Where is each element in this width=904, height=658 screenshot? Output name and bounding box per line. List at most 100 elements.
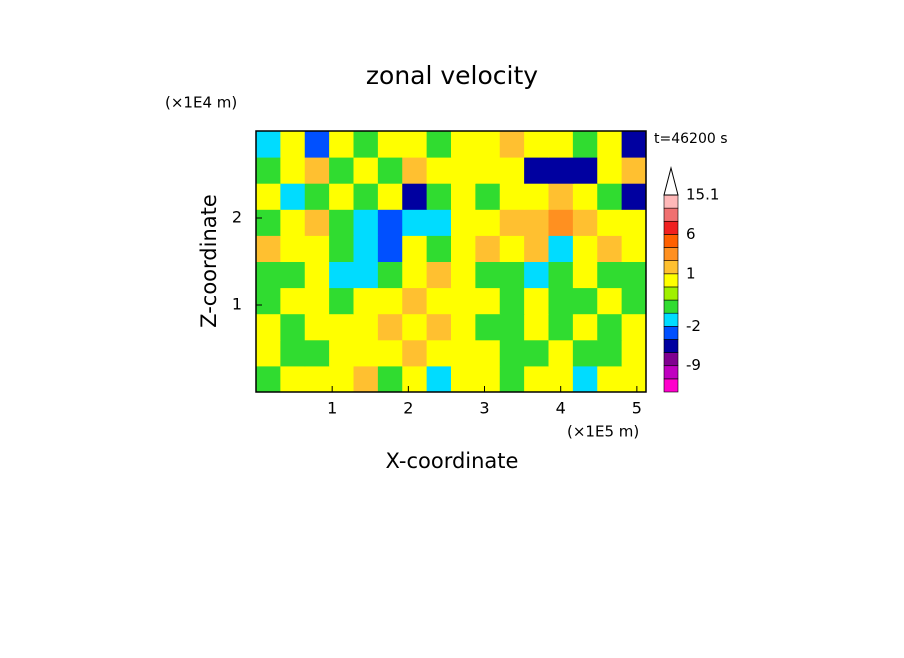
field-cell: [451, 339, 476, 367]
field-cell: [524, 287, 549, 315]
field-cell: [597, 365, 623, 393]
field-cell: [451, 287, 476, 315]
field-cell: [426, 209, 452, 236]
field-cell: [426, 157, 452, 184]
field-cell: [597, 235, 623, 262]
field-cell: [377, 131, 403, 158]
field-cell: [548, 313, 574, 341]
colorbar-segment: [663, 260, 679, 275]
field-cell: [499, 157, 525, 184]
field-cell: [353, 209, 379, 236]
colorbar-segment: [663, 312, 679, 327]
colorbar-segment: [663, 299, 679, 314]
field-cell: [426, 339, 452, 367]
field-cell: [329, 313, 354, 341]
field-cell: [499, 131, 525, 158]
field-cell: [304, 209, 330, 236]
field-cell: [304, 313, 330, 341]
field-cell: [426, 261, 452, 289]
x-axis-label: X-coordinate: [386, 449, 519, 473]
field-cell: [377, 261, 403, 289]
colorbar-segment: [663, 365, 679, 380]
field-cell: [426, 131, 452, 158]
field-cell: [402, 261, 428, 289]
field-cell: [280, 235, 306, 262]
field-cell: [524, 261, 549, 289]
colorbar-label: 6: [686, 225, 696, 243]
colorbar-arrow: [663, 166, 679, 196]
field-cell: [402, 157, 428, 184]
field-cell: [256, 131, 281, 158]
field-cell: [621, 287, 647, 315]
field-cell: [329, 287, 354, 315]
field-cell: [426, 365, 452, 393]
field-cell: [524, 313, 549, 341]
field-cell: [402, 287, 428, 315]
field-cell: [572, 131, 598, 158]
field-cell: [377, 209, 403, 236]
field-cell: [304, 157, 330, 184]
field-cell: [572, 261, 598, 289]
field-cell: [353, 157, 379, 184]
field-cell: [621, 365, 647, 393]
colorbar-segment: [663, 207, 679, 222]
field-cell: [621, 339, 647, 367]
field-cell: [256, 365, 281, 393]
field-cell: [499, 339, 525, 367]
colorbar-segment: [663, 234, 679, 248]
field-cell: [572, 235, 598, 262]
field-cell: [475, 235, 501, 262]
field-cell: [572, 209, 598, 236]
field-cell: [475, 313, 501, 341]
y-unit: (×1E4 m): [165, 94, 237, 112]
field-cell: [329, 131, 354, 158]
field-cell: [426, 235, 452, 262]
field-cell: [329, 235, 354, 262]
plot-frame: [255, 130, 647, 393]
field-cell: [426, 183, 452, 210]
y-tick-label: 1: [232, 295, 242, 314]
field-cell: [256, 313, 281, 341]
field-cell: [524, 339, 549, 367]
field-cell: [280, 261, 306, 289]
field-cell: [402, 183, 428, 210]
field-cell: [256, 287, 281, 315]
field-cell: [475, 365, 501, 393]
field-cell: [621, 209, 647, 236]
field-cell: [329, 339, 354, 367]
field-cell: [329, 261, 354, 289]
field-cell: [451, 209, 476, 236]
field-cell: [597, 209, 623, 236]
field-cell: [621, 261, 647, 289]
x-tick-label: 5: [632, 399, 642, 418]
chart-title: zonal velocity: [366, 61, 538, 90]
field-cell: [304, 339, 330, 367]
field-cell: [597, 131, 623, 158]
field-cell: [572, 339, 598, 367]
field-cell: [475, 131, 501, 158]
field-cell: [280, 365, 306, 393]
field-cell: [475, 287, 501, 315]
field-cell: [377, 365, 403, 393]
field-cell: [353, 313, 379, 341]
field-cell: [280, 157, 306, 184]
field-cell: [304, 287, 330, 315]
field-cell: [548, 261, 574, 289]
field-cell: [524, 235, 549, 262]
x-tick-label: 4: [556, 399, 566, 418]
x-tick-label: 3: [479, 399, 489, 418]
field-cell: [475, 261, 501, 289]
field-cell: [451, 157, 476, 184]
field-cell: [597, 287, 623, 315]
colorbar-label: 1: [686, 264, 696, 282]
colorbar-label: -2: [686, 317, 701, 335]
field-cell: [451, 261, 476, 289]
field-cell: [572, 183, 598, 210]
field-cell: [256, 209, 281, 236]
field-cell: [499, 261, 525, 289]
colorbar-segment: [663, 326, 679, 340]
field-cell: [475, 183, 501, 210]
field-cell: [377, 339, 403, 367]
x-tick-label: 2: [403, 399, 413, 418]
